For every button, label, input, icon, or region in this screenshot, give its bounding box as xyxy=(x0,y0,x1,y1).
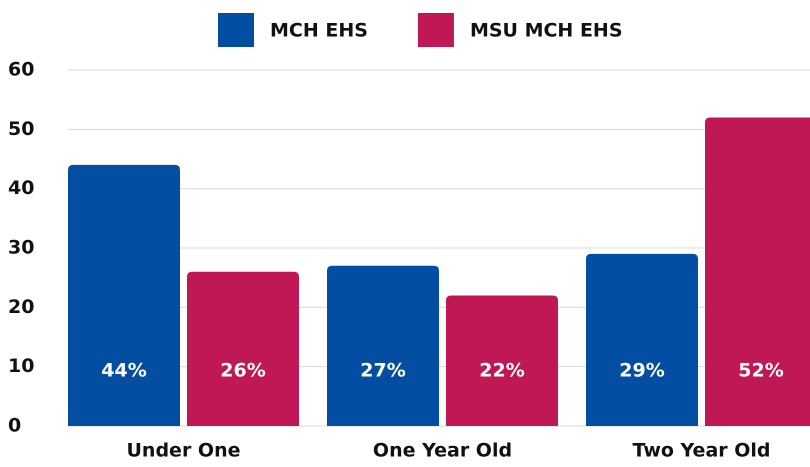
bar xyxy=(68,164,180,426)
y-tick-label: 30 xyxy=(8,237,34,259)
value-label: 29% xyxy=(619,360,664,382)
legend-label: MSU MCH EHS xyxy=(470,20,623,42)
y-tick-label: 50 xyxy=(8,118,34,140)
bar xyxy=(705,117,810,426)
y-tick-label: 20 xyxy=(8,296,34,318)
x-tick-label: Under One xyxy=(127,440,241,462)
value-label: 52% xyxy=(738,360,783,382)
y-tick-label: 40 xyxy=(8,177,34,199)
legend-swatch xyxy=(417,13,454,47)
bar xyxy=(586,253,698,426)
bar xyxy=(187,271,299,426)
x-tick-label: Two Year Old xyxy=(632,440,770,462)
y-tick-label: 0 xyxy=(8,415,21,437)
x-tick-label: One Year Old xyxy=(373,440,512,462)
legend-label: MCH EHS xyxy=(270,20,368,42)
value-label: 27% xyxy=(360,360,405,382)
legend-swatch xyxy=(218,13,254,47)
y-tick-label: 60 xyxy=(8,59,34,81)
value-label: 26% xyxy=(220,360,265,382)
bar xyxy=(327,265,439,426)
value-label: 44% xyxy=(101,360,146,382)
bar xyxy=(446,295,558,426)
y-tick-label: 10 xyxy=(8,355,34,377)
value-label: 22% xyxy=(479,360,524,382)
